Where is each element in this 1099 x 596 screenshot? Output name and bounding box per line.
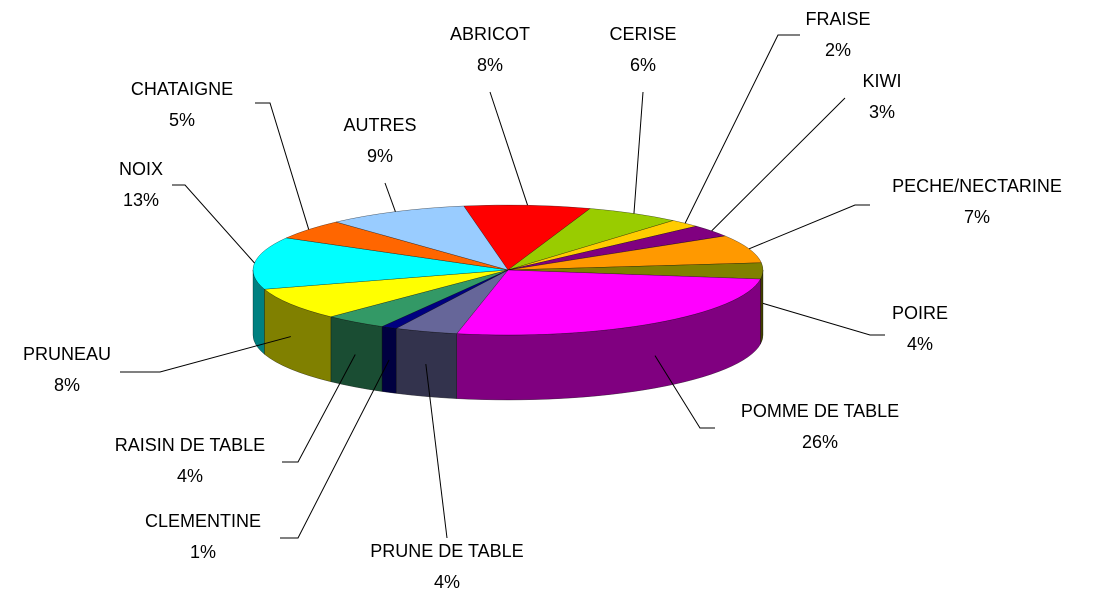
slice-percent: 4% <box>177 466 203 486</box>
slice <box>456 269 761 336</box>
slice-label: FRAISE <box>805 9 870 29</box>
slice-percent: 4% <box>434 572 460 592</box>
slice-percent: 6% <box>630 55 656 75</box>
slice <box>507 235 762 271</box>
leader-line <box>633 91 644 214</box>
slice-label: PRUNEAU <box>23 344 111 364</box>
slice-label: PRUNE DE TABLE <box>370 541 523 561</box>
leader-line <box>748 204 870 250</box>
leader-line <box>282 354 356 463</box>
slice-percent: 8% <box>54 375 80 395</box>
leader-line <box>489 91 529 206</box>
leader-line <box>711 97 846 232</box>
leader-line <box>425 363 448 539</box>
slice-side <box>330 316 383 392</box>
slice <box>264 269 509 317</box>
slice-label: POIRE <box>892 303 948 323</box>
slice-percent: 3% <box>869 102 895 122</box>
slice-label: ABRICOT <box>450 24 530 44</box>
slice-label: CERISE <box>609 24 676 44</box>
leader-line <box>120 336 291 373</box>
slice-label: CLEMENTINE <box>145 511 261 531</box>
leader-line <box>280 359 390 539</box>
leader-line <box>172 184 255 264</box>
slice-percent: 2% <box>825 40 851 60</box>
slice-percent: 7% <box>964 207 990 227</box>
slice-label: KIWI <box>863 71 902 91</box>
slice <box>252 237 509 290</box>
slice-side <box>381 326 397 394</box>
slice-side <box>396 328 457 399</box>
slice <box>336 205 509 271</box>
slice-label: POMME DE TABLE <box>741 401 899 421</box>
slice-percent: 26% <box>802 432 838 452</box>
leader-line <box>684 34 800 224</box>
slice-label: CHATAIGNE <box>131 79 233 99</box>
slice-label: NOIX <box>119 159 163 179</box>
slice-label: RAISIN DE TABLE <box>115 435 265 455</box>
slice <box>463 204 591 271</box>
slice-percent: 5% <box>169 110 195 130</box>
leader-line <box>384 182 396 212</box>
leader-line <box>255 102 310 230</box>
slice-percent: 1% <box>190 542 216 562</box>
slice-label: AUTRES <box>343 115 416 135</box>
slice <box>285 221 509 271</box>
leader-line <box>654 355 715 429</box>
slice-label: PECHE/NECTARINE <box>892 176 1062 196</box>
slice-percent: 4% <box>907 334 933 354</box>
leader-line <box>762 302 885 336</box>
slice-percent: 8% <box>477 55 503 75</box>
slice-percent: 13% <box>123 190 159 210</box>
slice-side <box>760 269 764 345</box>
slice-percent: 9% <box>367 146 393 166</box>
